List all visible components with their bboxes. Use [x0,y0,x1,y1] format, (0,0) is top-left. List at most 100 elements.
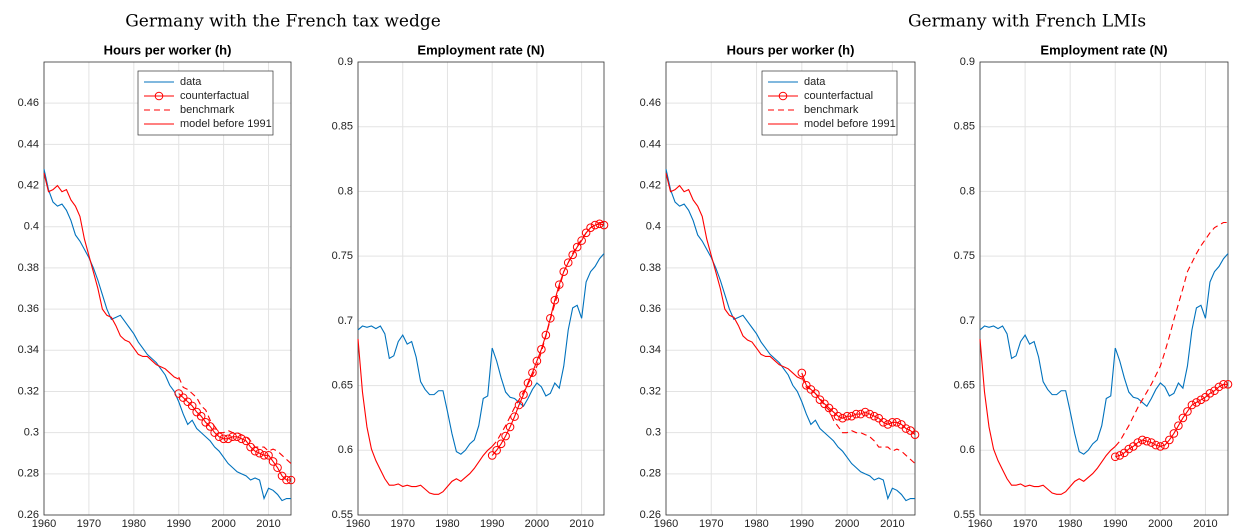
y-tick-label: 0.28 [18,468,39,480]
marker [1147,438,1156,447]
x-tick-label: 2010 [880,518,904,529]
x-tick-label: 1980 [1058,518,1082,529]
marker [259,450,269,460]
legend-label: benchmark [804,104,859,116]
marker [282,475,291,485]
x-tick-label: 1960 [968,518,992,529]
marker [1115,451,1125,460]
marker [1151,440,1161,450]
marker [219,434,228,444]
marker [595,219,604,229]
marker [842,411,852,421]
series-line [801,376,916,464]
x-tick-label: 2010 [1193,518,1217,529]
series-line [665,168,915,502]
series-line [1114,221,1228,447]
x-tick-label: 2000 [525,518,549,529]
y-tick-label: 0.4 [646,221,661,233]
x-tick-label: 1990 [166,518,190,529]
marker [811,389,820,398]
y-tick-label: 0.7 [960,315,975,327]
marker [838,413,847,423]
y-tick-label: 0.3 [24,427,39,439]
y-tick-label: 0.9 [338,56,353,68]
marker [833,411,843,421]
marker [196,411,206,421]
series-line [357,338,493,495]
x-tick-label: 1970 [1013,518,1037,529]
marker [865,409,875,419]
marker [869,411,879,421]
marker [856,409,865,419]
marker [577,236,586,245]
x-tick-label: 2000 [835,518,859,529]
marker [514,400,524,410]
series-line [665,173,803,380]
y-tick-label: 0.26 [18,509,39,521]
marker [1219,379,1228,389]
y-tick-label: 0.85 [332,121,353,133]
y-tick-label: 0.34 [18,344,39,356]
y-tick-label: 0.75 [332,250,353,262]
marker [505,422,515,432]
y-tick-label: 0.46 [640,97,661,109]
marker [1183,407,1192,416]
marker [590,220,600,230]
marker [510,412,519,421]
marker [273,463,282,472]
marker [1156,442,1165,451]
y-tick-label: 0.8 [960,185,975,197]
marker [910,430,920,439]
marker [1160,440,1170,450]
y-tick-label: 0.3 [646,427,661,439]
series-line [979,253,1229,455]
legend-marker [778,91,788,101]
legend-label: model before 1991 [804,118,896,130]
marker [563,258,573,267]
legend-label: data [804,76,826,88]
y-tick-label: 0.9 [960,56,975,68]
marker [232,432,242,442]
marker [496,439,506,449]
marker [559,267,569,276]
marker [205,422,215,431]
y-tick-label: 0.55 [332,509,353,521]
y-tick-label: 0.32 [640,385,661,397]
marker [1192,398,1201,407]
marker [550,295,560,305]
axes-box [43,61,292,516]
marker [847,411,856,421]
y-tick-label: 0.32 [18,385,39,397]
legend-label: model before 1991 [180,118,272,130]
marker [1174,421,1183,430]
y-tick-label: 0.36 [18,303,39,315]
chart-title: Employment rate (N) [1040,42,1167,57]
axes-box [357,61,605,516]
marker [1187,400,1197,410]
x-tick-label: 1970 [390,518,414,529]
series-line [43,173,179,380]
axes-box [979,61,1229,516]
marker [492,445,501,455]
legend: data counterfactual benchmark model before … [761,70,898,136]
marker [883,420,893,429]
group-title: Germany with French LMIs [908,12,1146,32]
marker [1178,413,1188,423]
x-tick-label: 1990 [480,518,504,529]
y-tick-label: 0.85 [954,121,975,133]
series-line [491,223,605,456]
x-tick-label: 1960 [654,518,678,529]
marker [860,407,870,417]
marker [892,418,902,427]
legend-label: counterfactual [180,90,249,102]
marker [532,356,542,366]
marker [1165,435,1174,445]
marker [1124,444,1134,454]
marker [1110,452,1120,462]
group-title: Germany with the French tax wedge [125,12,441,32]
marker [541,330,551,340]
marker [528,368,537,377]
x-tick-label: 1990 [1103,518,1127,529]
marker [501,431,510,441]
